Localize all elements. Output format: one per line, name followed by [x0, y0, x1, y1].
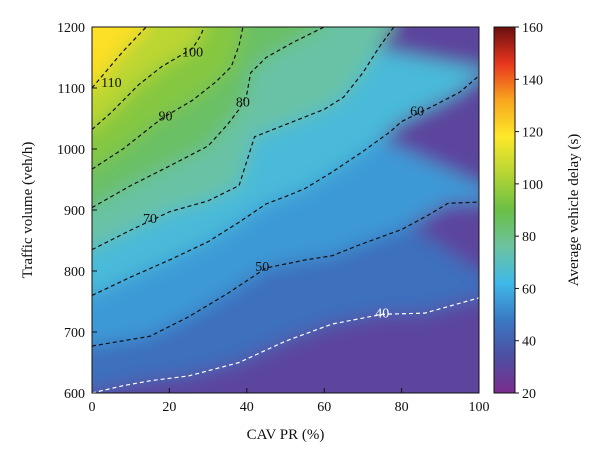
- colorbar-axis: 20 40 60 80 100 120 140 160: [515, 21, 543, 402]
- x-tick-label-60: 60: [317, 400, 331, 415]
- cbar-tick-label-20: 20: [522, 387, 536, 402]
- y-tick-label-900: 900: [64, 204, 85, 219]
- contour-label-60: 60: [410, 105, 424, 120]
- contour-line-70: [92, 27, 395, 251]
- contour-labels: 40 50 60 70 80 90 100 110: [101, 45, 424, 321]
- x-tick-label-100: 100: [469, 400, 490, 415]
- cbar-tick-label-160: 160: [522, 21, 543, 36]
- y-axis-title: Traffic volume (veh/h): [20, 142, 36, 279]
- cbar-tick-label-40: 40: [522, 335, 536, 350]
- contour-label-40: 40: [375, 306, 389, 321]
- delay-heatmap: [92, 27, 479, 393]
- colorbar-title: Average vehicle delay (s): [566, 134, 582, 287]
- contour-line-110: [92, 27, 147, 89]
- contour-line-40: [92, 297, 479, 393]
- y-tick-label-600: 600: [64, 387, 85, 402]
- y-tick-label-1200: 1200: [57, 21, 85, 36]
- x-axis-title: CAV PR (%): [247, 427, 325, 443]
- contour-line-80: [92, 27, 325, 209]
- contour-label-110: 110: [101, 76, 121, 91]
- y-tick-label-700: 700: [64, 326, 85, 341]
- contour-line-100: [92, 27, 205, 130]
- cbar-tick-label-100: 100: [522, 178, 543, 193]
- contour-label-90: 90: [159, 109, 173, 124]
- contour-label-100: 100: [182, 45, 203, 60]
- x-tick-label-0: 0: [89, 400, 96, 415]
- contour-line-50: [92, 201, 479, 347]
- x-tick-label-80: 80: [395, 400, 409, 415]
- y-tick-label-800: 800: [64, 265, 85, 280]
- colorbar: [493, 26, 516, 394]
- contour-lines: [92, 27, 479, 393]
- y-tick-label-1000: 1000: [57, 143, 85, 158]
- y-tick-label-1100: 1100: [58, 82, 85, 97]
- contour-line-60: [92, 75, 479, 296]
- contour-label-50: 50: [255, 260, 269, 275]
- contour-label-80: 80: [236, 95, 250, 110]
- band-110: [92, 27, 147, 88]
- y-axis: 600 700 800 900 1000 1100 1200: [57, 21, 97, 402]
- x-axis: 0 20 40 60 80 100: [89, 388, 490, 415]
- x-tick-label-40: 40: [240, 400, 254, 415]
- cbar-tick-label-60: 60: [522, 282, 536, 297]
- cbar-tick-label-140: 140: [522, 73, 543, 88]
- cbar-tick-label-120: 120: [522, 126, 543, 141]
- contour-label-70: 70: [143, 212, 157, 227]
- x-tick-label-20: 20: [162, 400, 176, 415]
- cbar-tick-label-80: 80: [522, 230, 536, 245]
- contour-line-90: [92, 27, 244, 170]
